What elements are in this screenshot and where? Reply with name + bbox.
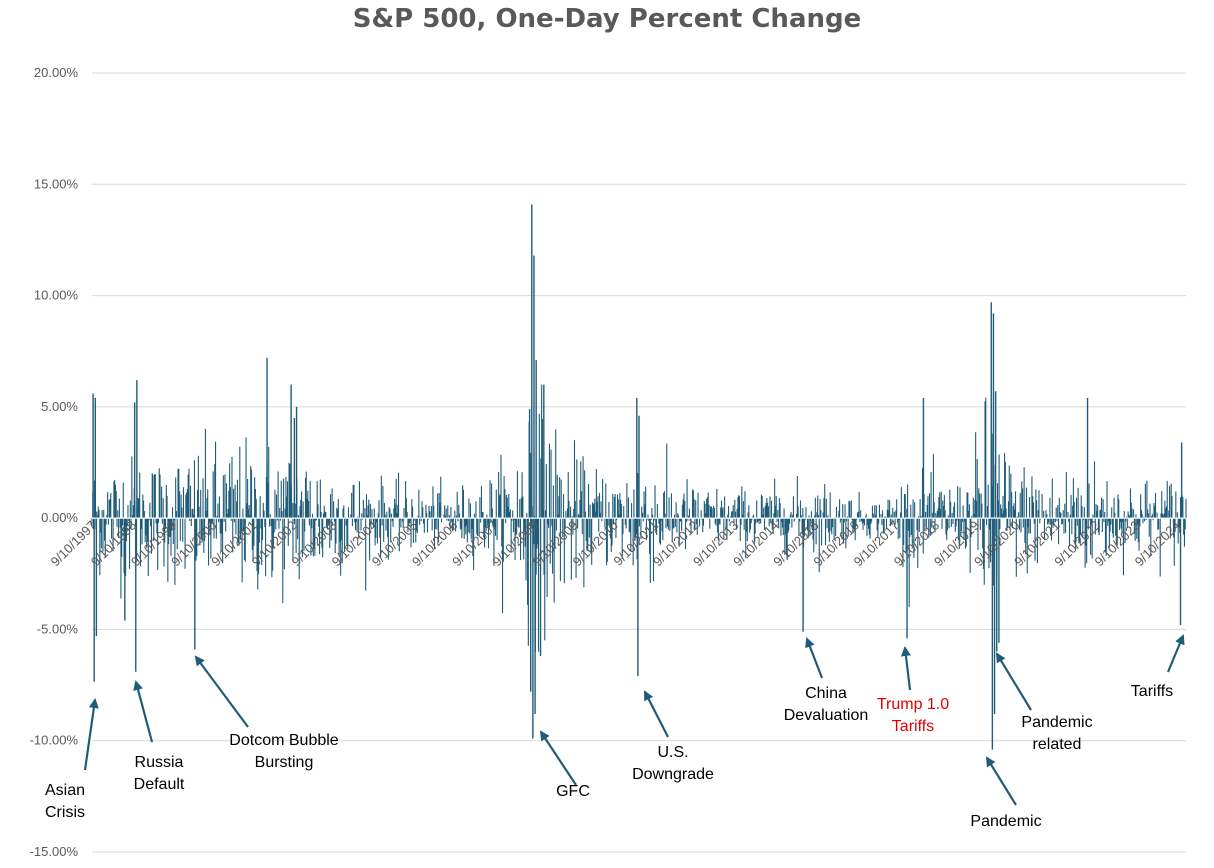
annotation-arrow bbox=[985, 756, 1017, 806]
gridlines bbox=[92, 72, 1186, 853]
chart-title: S&P 500, One-Day Percent Change bbox=[352, 4, 862, 34]
annotation-label: GFC bbox=[556, 783, 590, 800]
annotation-line: Tariffs bbox=[1131, 683, 1173, 700]
annotation-arrow bbox=[1166, 634, 1185, 673]
annotation-arrow bbox=[805, 637, 824, 679]
y-tick-label: 10.00% bbox=[34, 288, 79, 303]
y-tick-label: -15.00% bbox=[30, 844, 79, 859]
annotation-line: Pandemic bbox=[970, 813, 1041, 830]
annotation-line: Downgrade bbox=[632, 766, 714, 783]
annotation-line: U.S. bbox=[657, 744, 688, 761]
annotation-arrow bbox=[539, 730, 577, 786]
annotation-line: Dotcom Bubble bbox=[229, 732, 338, 749]
y-tick-label: -10.00% bbox=[30, 733, 79, 748]
y-tick-label: 15.00% bbox=[34, 176, 79, 191]
annotation-label: Russia Default bbox=[134, 754, 185, 793]
y-tick-label: -5.00% bbox=[37, 621, 79, 636]
annotation-line: Default bbox=[134, 776, 185, 793]
annotation-line: China bbox=[805, 685, 847, 702]
annotation-line: related bbox=[1033, 736, 1082, 753]
annotation-line: Bursting bbox=[255, 754, 314, 771]
annotation-label: Asian Crisis bbox=[45, 782, 85, 821]
annotation-arrow bbox=[644, 690, 669, 738]
daily-change-bars bbox=[91, 204, 1187, 750]
x-axis-labels: 9/10/19979/10/19989/10/19999/10/20009/10… bbox=[48, 518, 1184, 570]
annotation-arrow bbox=[194, 655, 249, 728]
annotation-label: China Devaluation bbox=[784, 685, 869, 724]
y-tick-label: 5.00% bbox=[41, 399, 78, 414]
annotation-label: Trump 1.0 Tariffs bbox=[877, 696, 949, 735]
annotation-label: Pandemic bbox=[970, 813, 1041, 830]
annotation-label: U.S. Downgrade bbox=[632, 744, 714, 783]
annotation-line: Pandemic bbox=[1021, 714, 1092, 731]
annotation-line: Asian bbox=[45, 782, 85, 799]
annotation-label: Tariffs bbox=[1131, 683, 1173, 700]
annotation-label: Pandemic related bbox=[1021, 714, 1092, 753]
y-tick-label: 20.00% bbox=[34, 65, 79, 80]
annotation-arrow bbox=[995, 652, 1032, 711]
annotation-line: Tariffs bbox=[892, 718, 934, 735]
annotation-line: Devaluation bbox=[784, 707, 869, 724]
annotation-line: Trump 1.0 bbox=[877, 696, 949, 713]
annotation-label: Dotcom Bubble Bursting bbox=[229, 732, 338, 771]
annotation-arrow bbox=[900, 646, 912, 691]
annotation-line: GFC bbox=[556, 783, 590, 800]
annotation-arrow bbox=[83, 698, 99, 771]
event-annotations: Asian Crisis Russia Default Dotcom Bubble Bur… bbox=[45, 634, 1185, 830]
y-tick-label: 0.00% bbox=[41, 510, 78, 525]
annotation-line: Russia bbox=[135, 754, 184, 771]
annotation-line: Crisis bbox=[45, 804, 85, 821]
annotation-arrow bbox=[133, 680, 154, 743]
y-axis-labels: 20.00% 15.00% 10.00% 5.00% 0.00% -5.00% -10.00… bbox=[30, 65, 79, 859]
